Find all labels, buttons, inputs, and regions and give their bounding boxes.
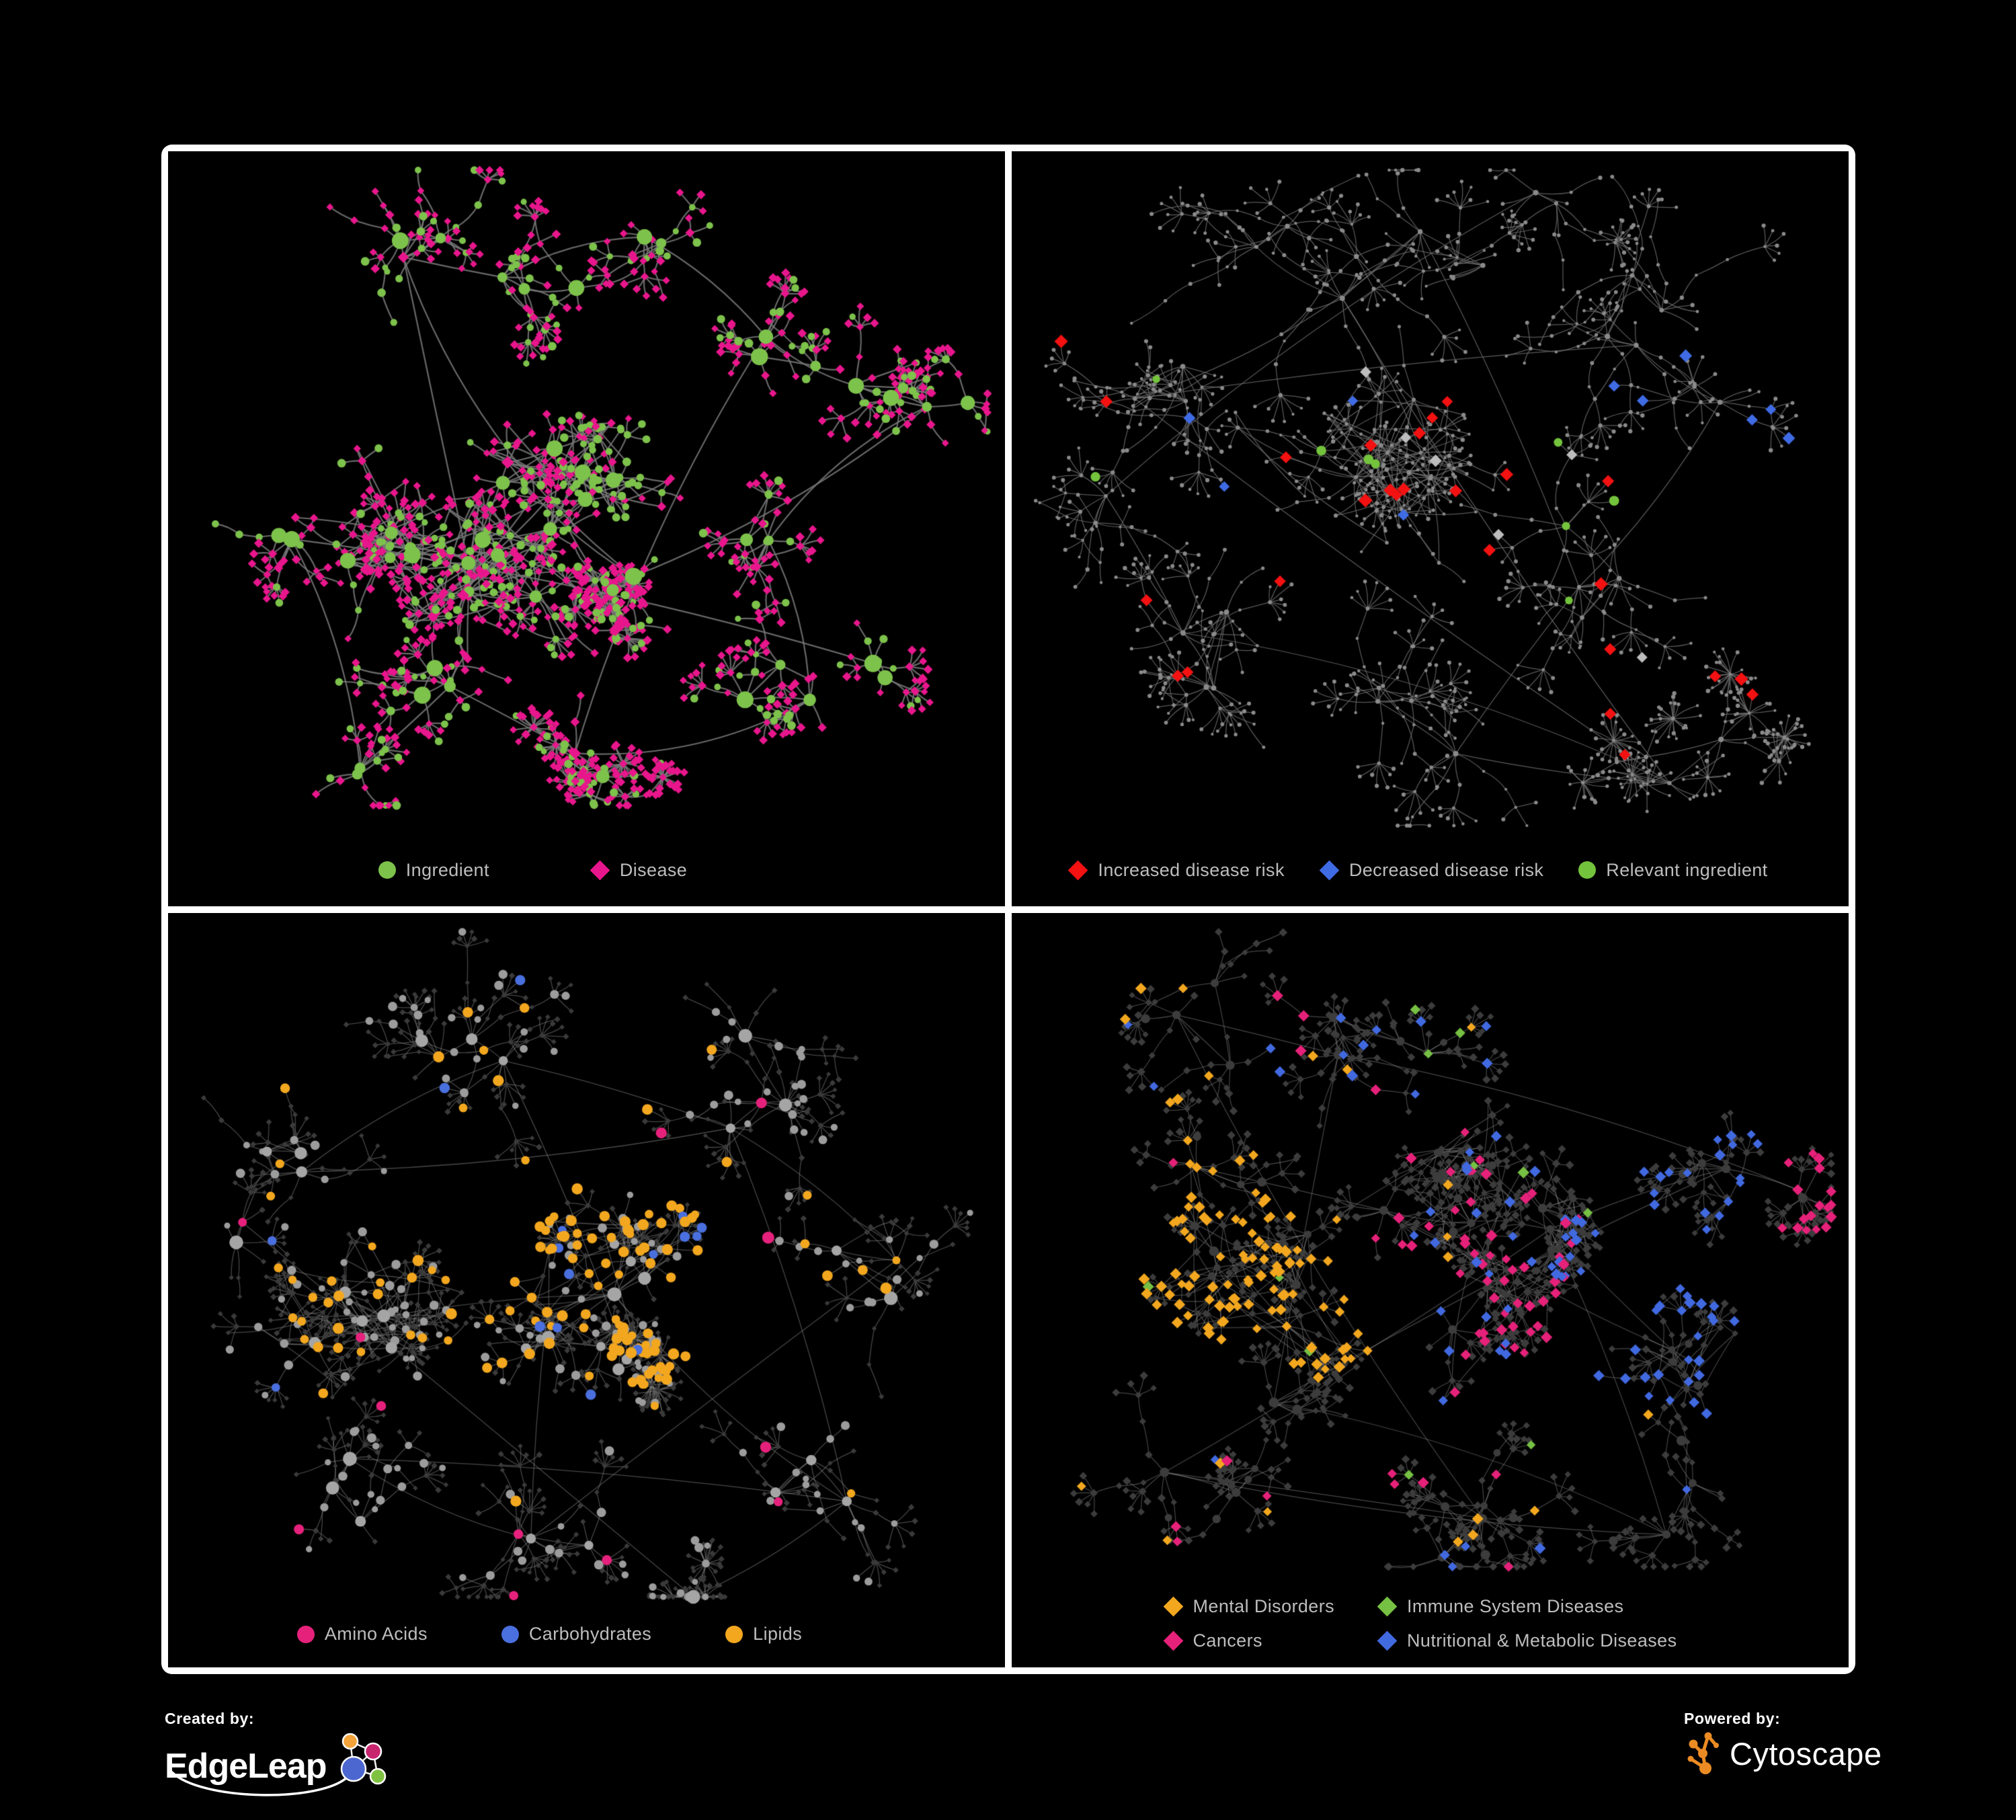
powered-by-label: Powered by: [1684, 1710, 1781, 1727]
legend-item: Ingredient [378, 860, 489, 881]
nutrient-class-legend: Amino Acids Carbohydrates Lipids [168, 1624, 968, 1645]
edgeleap-logo-text: EdgeLeap [165, 1746, 327, 1786]
legend-item: Disease [590, 860, 687, 881]
legend-item: Immune System Diseases [1377, 1596, 1677, 1617]
disease-risk-legend: Increased disease risk Decreased disease… [1012, 860, 1837, 881]
legend-swatch-circle [725, 1625, 743, 1643]
created-by-label: Created by: [165, 1710, 255, 1727]
legend-label: Nutritional & Metabolic Diseases [1407, 1630, 1677, 1651]
legend-label: Immune System Diseases [1407, 1596, 1624, 1616]
legend-swatch-diamond [1068, 860, 1088, 880]
legend-item: Relevant ingredient [1578, 860, 1767, 881]
edgeleap-credit: Created by: EdgeLeap [165, 1710, 399, 1801]
legend-label: Disease [619, 859, 688, 880]
legend-swatch-circle [378, 861, 396, 879]
legend-item: Cancers [1163, 1630, 1334, 1651]
disease-risk-network-graph [1012, 151, 1849, 906]
legend-swatch-circle [501, 1625, 519, 1643]
cytoscape-credit: Powered by: Cytosc [1684, 1710, 1882, 1776]
legend-label: Amino Acids [324, 1624, 428, 1644]
edgeleap-swoosh [170, 1771, 350, 1796]
legend-label: Cancers [1193, 1630, 1262, 1651]
legend-item: Amino Acids [296, 1624, 428, 1645]
panel-disease-category: Mental Disorders Immune System Diseases … [1012, 912, 1849, 1667]
legend-swatch-diamond [1163, 1630, 1183, 1651]
legend-label: Decreased disease risk [1348, 859, 1544, 880]
legend-label: Relevant ingredient [1606, 859, 1768, 880]
edgeleap-logo-icon [170, 1733, 386, 1796]
ingredient-disease-network-graph [168, 151, 1005, 906]
cytoscape-logo-icon [1687, 1732, 1719, 1774]
legend-label: Increased disease risk [1098, 859, 1285, 880]
legend-swatch-circle [296, 1625, 315, 1643]
panel-nutrient-class: Amino Acids Carbohydrates Lipids [168, 912, 1005, 1667]
legend-item: Carbohydrates [501, 1624, 651, 1645]
legend-swatch-diamond [1377, 1596, 1398, 1617]
legend-swatch-diamond [1163, 1596, 1183, 1617]
legend-item: Nutritional & Metabolic Diseases [1377, 1630, 1677, 1651]
legend-swatch-diamond [1377, 1630, 1398, 1651]
legend-item: Mental Disorders [1163, 1596, 1334, 1617]
panel-grid: Ingredient Disease Increased disease ris… [161, 145, 1855, 1674]
legend-label: Carbohydrates [528, 1624, 652, 1644]
cytoscape-logo-text: Cytoscape [1730, 1735, 1882, 1772]
legend-label: Lipids [753, 1624, 803, 1644]
disease-category-legend: Mental Disorders Immune System Diseases … [1012, 1596, 1839, 1651]
legend-item: Lipids [725, 1624, 802, 1645]
legend-label: Ingredient [405, 859, 489, 880]
legend-item: Decreased disease risk [1319, 859, 1544, 881]
legend-swatch-diamond [1319, 860, 1340, 880]
ingredient-disease-legend: Ingredient Disease [168, 860, 951, 881]
legend-label: Mental Disorders [1193, 1596, 1334, 1616]
panel-ingredient-disease: Ingredient Disease [168, 151, 1005, 906]
legend-swatch-diamond [590, 860, 610, 880]
nutrient-class-network-graph [168, 912, 1005, 1667]
legend-item: Increased disease risk [1068, 860, 1284, 881]
disease-category-network-graph [1012, 912, 1849, 1667]
legend-swatch-circle [1578, 861, 1597, 879]
panel-disease-risk: Increased disease risk Decreased disease… [1012, 151, 1849, 906]
